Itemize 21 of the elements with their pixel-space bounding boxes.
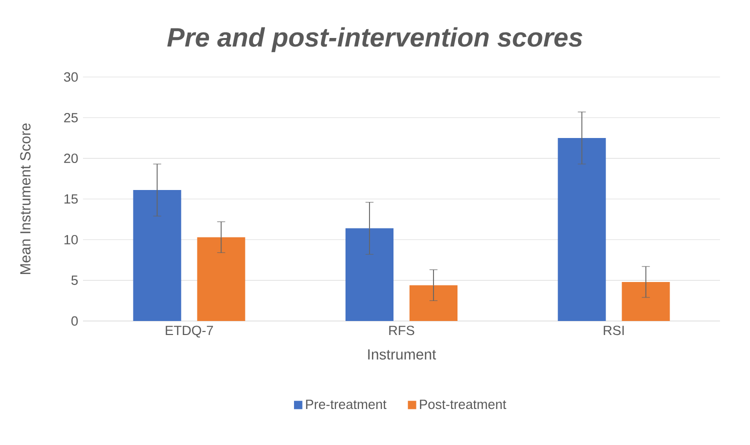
legend-label: Pre-treatment [306,400,386,410]
y-tick-label: 0 [71,316,78,326]
y-axis-title: Mean Instrument Score [20,123,31,274]
y-tick-label: 30 [64,72,78,82]
bar [346,228,394,321]
y-tick-label: 25 [64,112,78,122]
chart-title: Pre and post-intervention scores [167,27,582,52]
x-tick-label: RSI [604,326,624,336]
y-tick-label: 5 [71,276,78,285]
y-tick-label: 10 [64,234,78,244]
y-tick-label: 15 [64,194,78,204]
x-tick-label: ETDQ-7 [166,326,213,338]
legend-label: Post-treatment [420,400,506,410]
bar [133,190,182,321]
bar [622,282,670,321]
x-axis-title: Instrument [368,349,436,360]
y-tick-label: 20 [64,154,78,164]
bar [558,138,606,321]
bar [410,285,458,321]
x-tick-label: RFS [389,326,414,336]
bar [197,237,246,321]
